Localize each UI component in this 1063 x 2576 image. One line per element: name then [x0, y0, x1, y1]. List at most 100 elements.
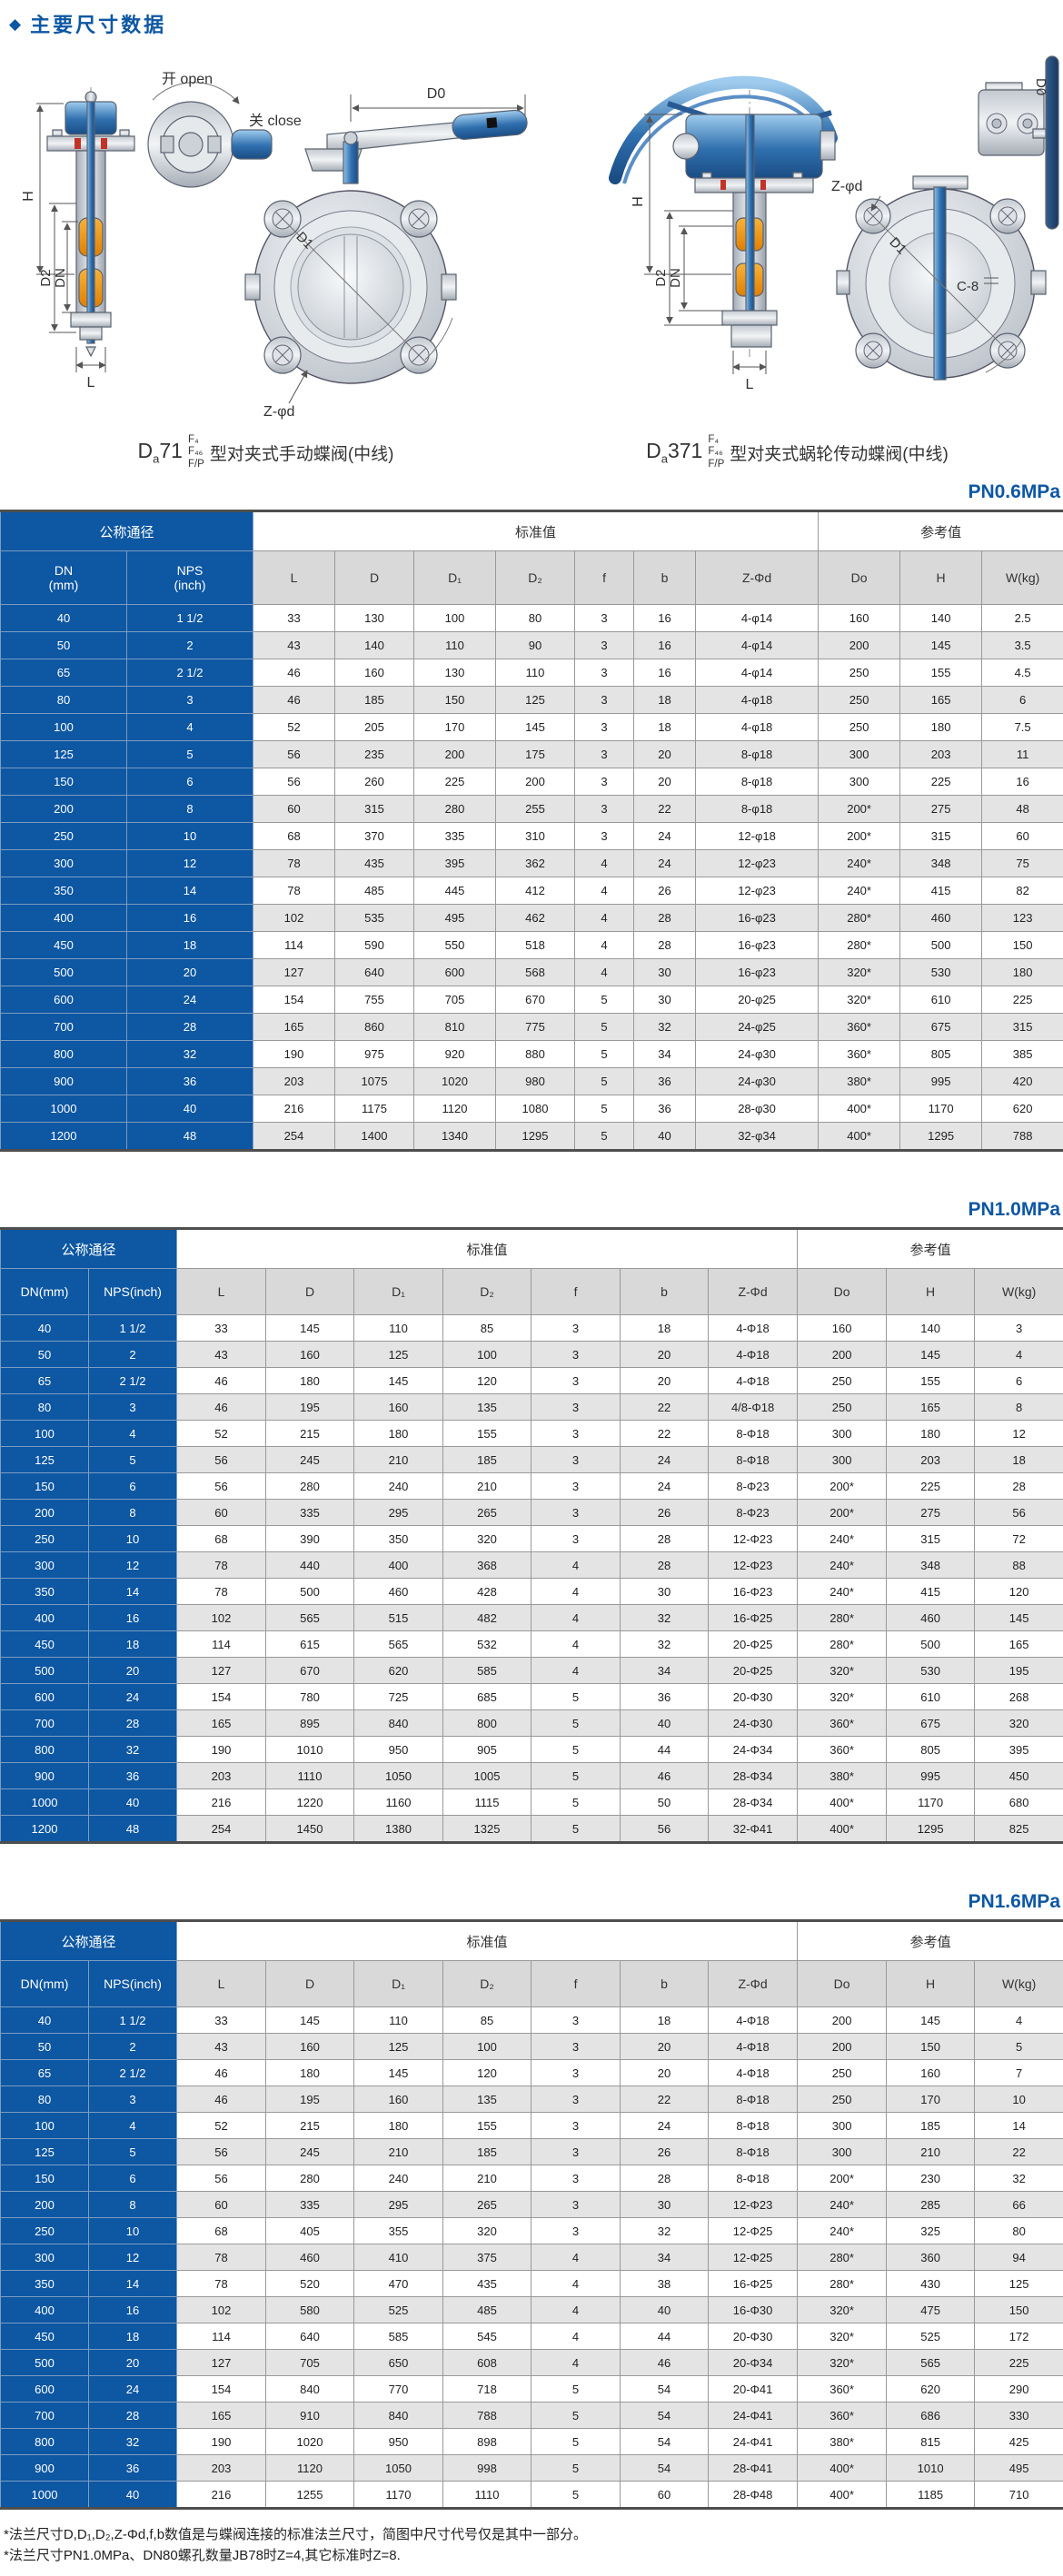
- table-cell: 400: [1, 1605, 89, 1631]
- table-cell: 56: [253, 741, 335, 768]
- footnote-line: *法兰尺寸PN1.0MPa、DN80螺孔数量JB78时Z=4,其它标准时Z=8.: [4, 2545, 1058, 2566]
- table-cell: 120: [443, 1368, 532, 1394]
- table-cell: 20-Φ30: [709, 1684, 798, 1710]
- table-cell: 24-Φ34: [709, 1737, 798, 1763]
- table-cell: 110: [496, 659, 575, 687]
- table-cell: 65: [1, 2060, 89, 2086]
- column-header: f: [532, 1269, 621, 1315]
- table-cell: 200*: [819, 796, 900, 823]
- caption-text: 型对夹式手动蝶阀(中线): [210, 441, 394, 465]
- svg-text:H: H: [631, 196, 646, 207]
- table-cell: 250: [798, 2060, 887, 2086]
- table-cell: 12-φ23: [696, 850, 819, 877]
- table-cell: 200: [414, 741, 496, 768]
- table-cell: 360*: [798, 1710, 887, 1737]
- table-cell: 4: [975, 1342, 1063, 1368]
- table-cell: 8: [127, 796, 253, 823]
- table-cell: 1255: [266, 2482, 354, 2509]
- table-cell: 125: [354, 1342, 443, 1368]
- gear-valve-side-view: [615, 83, 835, 360]
- table-cell: 4: [532, 1605, 621, 1631]
- table-cell: 4-Φ18: [709, 2034, 798, 2060]
- table-cell: 155: [900, 659, 982, 687]
- table-cell: 1120: [266, 2455, 354, 2482]
- table-cell: 3: [532, 1368, 621, 1394]
- table-cell: 40: [634, 1123, 696, 1151]
- table-cell: 24-φ30: [696, 1068, 819, 1095]
- table-cell: 4-φ14: [696, 605, 819, 632]
- table-cell: 154: [253, 986, 335, 1014]
- table-cell: 315: [900, 823, 982, 850]
- table-cell: 6: [89, 1473, 177, 1500]
- table-cell: 1080: [496, 1095, 575, 1123]
- table-cell: 330: [975, 2403, 1063, 2429]
- table-cell: 250: [798, 1368, 887, 1394]
- table-cell: 462: [496, 905, 575, 932]
- table-cell: 28: [89, 1710, 177, 1737]
- table-cell: 1 1/2: [127, 605, 253, 632]
- table-cell: 200: [819, 632, 900, 659]
- table-cell: 390: [266, 1526, 354, 1552]
- table-cell: 34: [621, 2244, 709, 2271]
- table-cell: 620: [982, 1095, 1063, 1123]
- table-cell: 200: [1, 1500, 89, 1526]
- table-cell: 110: [354, 1315, 443, 1342]
- table-cell: 3: [575, 796, 634, 823]
- table-cell: 24-φ25: [696, 1014, 819, 1041]
- table-cell: 4-φ14: [696, 632, 819, 659]
- table-cell: 880: [496, 1041, 575, 1068]
- table-cell: 12-φ18: [696, 823, 819, 850]
- table-cell: 4: [532, 1579, 621, 1605]
- table-cell: 125: [354, 2034, 443, 2060]
- table-cell: 60: [177, 1500, 266, 1526]
- table-cell: 46: [253, 687, 335, 714]
- table-cell: 160: [798, 1315, 887, 1342]
- table-cell: 12-Φ23: [709, 1552, 798, 1579]
- table-cell: 710: [975, 2482, 1063, 2509]
- table-cell: 24-φ30: [696, 1041, 819, 1068]
- table-cell: 200: [798, 2007, 887, 2034]
- table-cell: 200: [798, 1342, 887, 1368]
- table-cell: 16: [127, 905, 253, 932]
- table-cell: 470: [354, 2271, 443, 2297]
- table-cell: 68: [253, 823, 335, 850]
- table-cell: 20-Φ25: [709, 1631, 798, 1658]
- table-cell: 800: [1, 1737, 89, 1763]
- table-cell: 180: [266, 1368, 354, 1394]
- table-cell: 4.5: [982, 659, 1063, 687]
- table-cell: 900: [1, 2455, 89, 2482]
- table-cell: 300: [798, 2139, 887, 2165]
- table-cell: 8: [89, 2192, 177, 2218]
- table-cell: 485: [443, 2297, 532, 2323]
- table-cell: 32-Φ41: [709, 1816, 798, 1843]
- table-cell: 320*: [798, 1684, 887, 1710]
- table-cell: 5: [532, 1763, 621, 1789]
- table-cell: 4: [575, 905, 634, 932]
- table-cell: 150: [982, 932, 1063, 959]
- table-cell: 1020: [414, 1068, 496, 1095]
- table-cell: 16-Φ25: [709, 2271, 798, 2297]
- table-cell: 16-Φ30: [709, 2297, 798, 2323]
- table-cell: 225: [982, 986, 1063, 1014]
- table-cell: 280*: [798, 2271, 887, 2297]
- column-header: Do: [798, 1961, 887, 2007]
- table-cell: 450: [1, 1631, 89, 1658]
- table-cell: 320*: [798, 1658, 887, 1684]
- table-cell: 32: [634, 1014, 696, 1041]
- table-cell: 20: [621, 1342, 709, 1368]
- right-drawing-caption: Da371 F₄ F₄₆ F/P 型对夹式蜗轮传动蝶阀(中线): [646, 431, 949, 474]
- table-cell: 14: [89, 2271, 177, 2297]
- svg-text:DN: DN: [53, 268, 68, 288]
- table-cell: 200*: [819, 823, 900, 850]
- table-cell: 250: [798, 2086, 887, 2113]
- table-cell: 1340: [414, 1123, 496, 1151]
